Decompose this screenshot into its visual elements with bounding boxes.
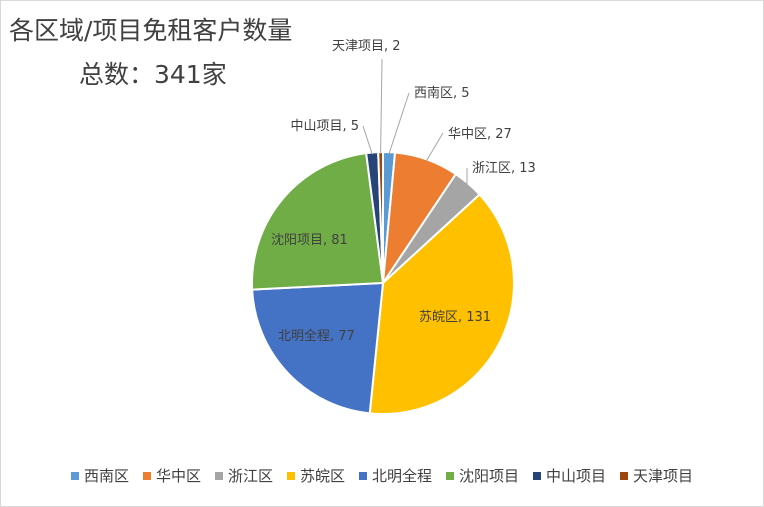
legend-item-suwan: 苏皖区 — [286, 465, 345, 486]
legend-swatch — [142, 471, 151, 480]
legend-label: 天津项目 — [633, 467, 694, 485]
data-label-huazhong: 华中区, 27 — [448, 127, 512, 142]
chart-subtitle: 总数：341家 — [79, 60, 227, 89]
legend-label: 苏皖区 — [299, 467, 345, 485]
legend-swatch — [359, 471, 367, 480]
leader-line-huazhong — [425, 132, 444, 162]
leader-line-zhongshan — [362, 125, 373, 155]
data-label-xinan: 西南区, 5 — [414, 85, 470, 101]
legend-swatch — [533, 471, 542, 480]
legend-item-zhongshan: 中山项目 — [533, 465, 606, 486]
legend-swatch — [214, 471, 223, 480]
leader-line-xinan — [388, 92, 410, 155]
legend-label: 中山项目 — [546, 467, 607, 485]
legend-label: 北明全程 — [372, 467, 433, 485]
data-label-beiming: 北明全程, 77 — [278, 328, 355, 344]
legend-swatch — [446, 471, 455, 480]
data-label-tianjin: 天津项目, 2 — [332, 39, 401, 54]
legend-item-huazhong: 华中区 — [142, 465, 201, 486]
pie-slice-beiming — [251, 281, 385, 415]
legend-item-tianjin: 天津项目 — [620, 465, 693, 486]
legend-swatch — [286, 471, 295, 480]
data-label-zhongshan: 中山项目, 5 — [290, 119, 359, 134]
legend-label: 沈阳项目 — [459, 467, 520, 485]
legend-swatch — [620, 471, 629, 480]
data-label-shenyang: 沈阳项目, 81 — [271, 233, 348, 248]
legend-label: 华中区 — [155, 467, 201, 485]
legend-label: 浙江区 — [227, 467, 273, 485]
legend-item-beiming: 北明全程 — [359, 465, 432, 486]
chart-title: 各区域/项目免租客户数量 — [9, 16, 293, 45]
legend-item-zhejiang: 浙江区 — [214, 465, 273, 486]
data-label-zhejiang: 浙江区, 13 — [472, 161, 536, 176]
data-label-suwan: 苏皖区, 131 — [419, 309, 491, 325]
legend-item-shenyang: 沈阳项目 — [446, 465, 519, 486]
legend-item-xinan: 西南区 — [70, 465, 129, 486]
leader-line-tianjin — [380, 58, 383, 155]
legend-swatch — [70, 471, 79, 480]
legend: 西南区 华中区 浙江区 苏皖区 北明全程 沈阳项目 中山项目 天津项目 — [1, 465, 763, 486]
legend-label: 西南区 — [83, 467, 129, 485]
pie-slice-shenyang — [251, 151, 385, 291]
pie-slice-suwan — [368, 193, 515, 415]
